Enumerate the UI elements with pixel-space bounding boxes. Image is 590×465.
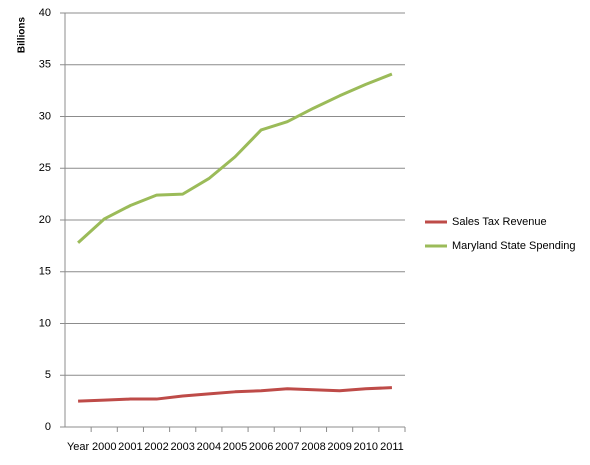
x-tick-label: 2000 [92,441,116,453]
y-tick-label: 0 [45,421,51,433]
y-tick-label: 5 [45,369,51,381]
x-tick-label: 2009 [327,441,351,453]
y-tick-label: 15 [39,266,51,278]
legend-label: Sales Tax Revenue [452,216,547,228]
x-tick-label: 2011 [380,441,404,453]
y-tick-label: 10 [39,317,51,329]
legend-label: Maryland State Spending [452,240,576,252]
x-tick-label: 2005 [223,441,247,453]
y-tick-label: 40 [39,7,51,19]
x-tick-label: 2001 [118,441,142,453]
y-axis-label: Billions [17,17,28,54]
series-line [77,72,393,244]
x-tick-label: 2007 [275,441,299,453]
x-tick-label: 2006 [249,441,273,453]
x-tick-label: 2010 [354,441,378,453]
x-tick-label: Year [67,441,90,453]
y-tick-label: 20 [39,214,51,226]
x-tick-label: 2002 [144,441,168,453]
y-tick-label: 35 [39,59,51,71]
x-tick-label: 2008 [301,441,325,453]
x-tick-label: 2004 [197,441,221,453]
y-tick-label: 25 [39,162,51,174]
y-tick-label: 30 [39,110,51,122]
series-line [78,386,392,403]
x-tick-label: 2003 [170,441,194,453]
